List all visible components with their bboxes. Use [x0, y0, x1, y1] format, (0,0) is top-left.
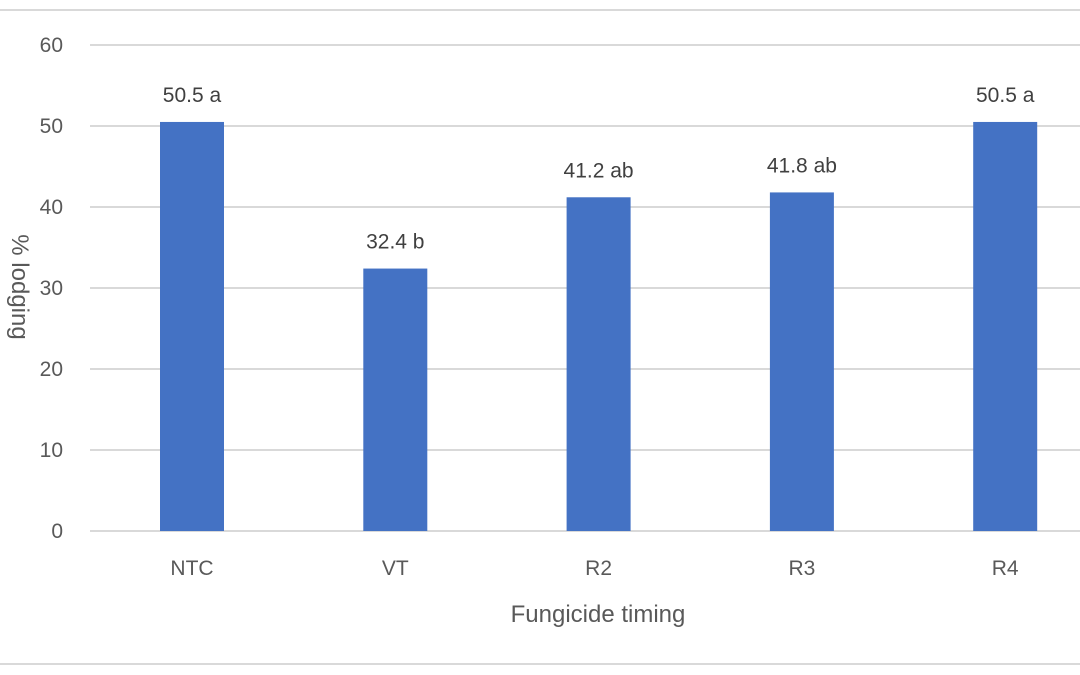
data-labels: 50.5 a 32.4 b 41.2 ab 41.8 ab 50.5 a — [163, 84, 1035, 254]
bar — [769, 192, 834, 532]
y-tick-label: 40 — [40, 196, 63, 219]
y-tick-label: 20 — [40, 358, 63, 381]
x-tick-label: VT — [382, 557, 409, 580]
data-label: 50.5 a — [163, 84, 222, 107]
y-axis-title: % lodging — [6, 234, 33, 339]
data-label: 32.4 b — [366, 231, 424, 254]
bar — [363, 268, 428, 531]
y-tick-label: 50 — [40, 115, 63, 138]
y-tick-label: 0 — [51, 520, 63, 543]
x-tick-label: R3 — [788, 557, 815, 580]
x-tick-label: R4 — [992, 557, 1019, 580]
data-label: 50.5 a — [976, 84, 1035, 107]
x-axis-tick-labels: NTC VT R2 R3 R4 — [170, 557, 1019, 580]
data-label: 41.8 ab — [767, 154, 837, 177]
y-tick-label: 60 — [40, 34, 63, 57]
bar — [566, 197, 631, 531]
y-axis-tick-labels: 0 10 20 30 40 50 60 — [40, 34, 63, 543]
bar — [160, 121, 224, 531]
bar — [973, 121, 1038, 531]
bars — [160, 121, 1038, 532]
data-label: 41.2 ab — [564, 159, 634, 182]
y-tick-label: 10 — [40, 439, 63, 462]
x-tick-label: R2 — [585, 557, 612, 580]
x-tick-label: NTC — [170, 557, 213, 580]
y-tick-label: 30 — [40, 277, 63, 300]
x-axis-title: Fungicide timing — [511, 601, 686, 628]
